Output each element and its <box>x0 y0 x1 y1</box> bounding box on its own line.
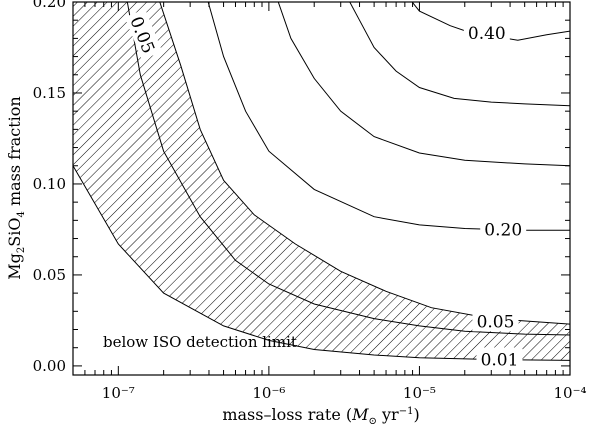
contour-labels: 0.05 0.400.200.050.01 <box>124 8 527 371</box>
contour-0.05b <box>159 2 570 325</box>
contour-label-group: 0.40 <box>463 20 510 44</box>
y-tick-label: 0.05 <box>33 266 66 284</box>
y-tick-label: 0.00 <box>33 357 66 375</box>
contour-0.35 <box>349 2 570 107</box>
contour-label-bg <box>124 8 163 60</box>
contour-label-group: 0.20 <box>480 217 527 240</box>
region-annotation: below ISO detection limit <box>103 333 297 351</box>
y-tick-label: 0.20 <box>33 0 66 11</box>
x-tick-label: 10⁻⁵ <box>403 384 436 402</box>
contour-label-bg <box>476 347 523 370</box>
contour-label-bg <box>480 217 527 240</box>
contour-0.05a <box>126 2 570 336</box>
x-tick-label: 10⁻⁷ <box>102 384 135 402</box>
contour-0.30 <box>277 2 570 167</box>
x-tick-label: 10⁻⁶ <box>252 384 285 402</box>
contour-0.01 <box>73 165 570 361</box>
contour-label: 0.01 <box>481 351 519 371</box>
x-tick-label: 10⁻⁴ <box>553 384 586 402</box>
y-tick-label: 0.15 <box>33 84 66 102</box>
contour-label: 0.05 <box>477 312 515 332</box>
hatched-region <box>73 2 570 361</box>
contour-label-group: 0.05 <box>472 309 519 332</box>
contour-label-bg <box>463 20 510 43</box>
contour-label: 0.20 <box>484 220 522 240</box>
below-detection-hatch <box>73 2 570 361</box>
contour-label-group: 0.01 <box>476 347 523 371</box>
y-axis-label: Mg2SiO4 mass fraction <box>5 96 27 279</box>
axis-ticks <box>72 1 571 375</box>
contour-0.20 <box>207 2 570 231</box>
tick-labels: 10⁻⁷ 10⁻⁶ 10⁻⁵ 10⁻⁴ 0.00 0.05 0.10 0.15 0.20 <box>33 0 587 402</box>
x-axis-label: mass–loss rate (M⊙ yr−1) <box>222 405 419 427</box>
y-tick-label: 0.10 <box>33 175 66 193</box>
plot-frame <box>72 1 571 376</box>
contour-label-bg <box>472 309 519 332</box>
contour-label: 0.40 <box>468 24 506 44</box>
